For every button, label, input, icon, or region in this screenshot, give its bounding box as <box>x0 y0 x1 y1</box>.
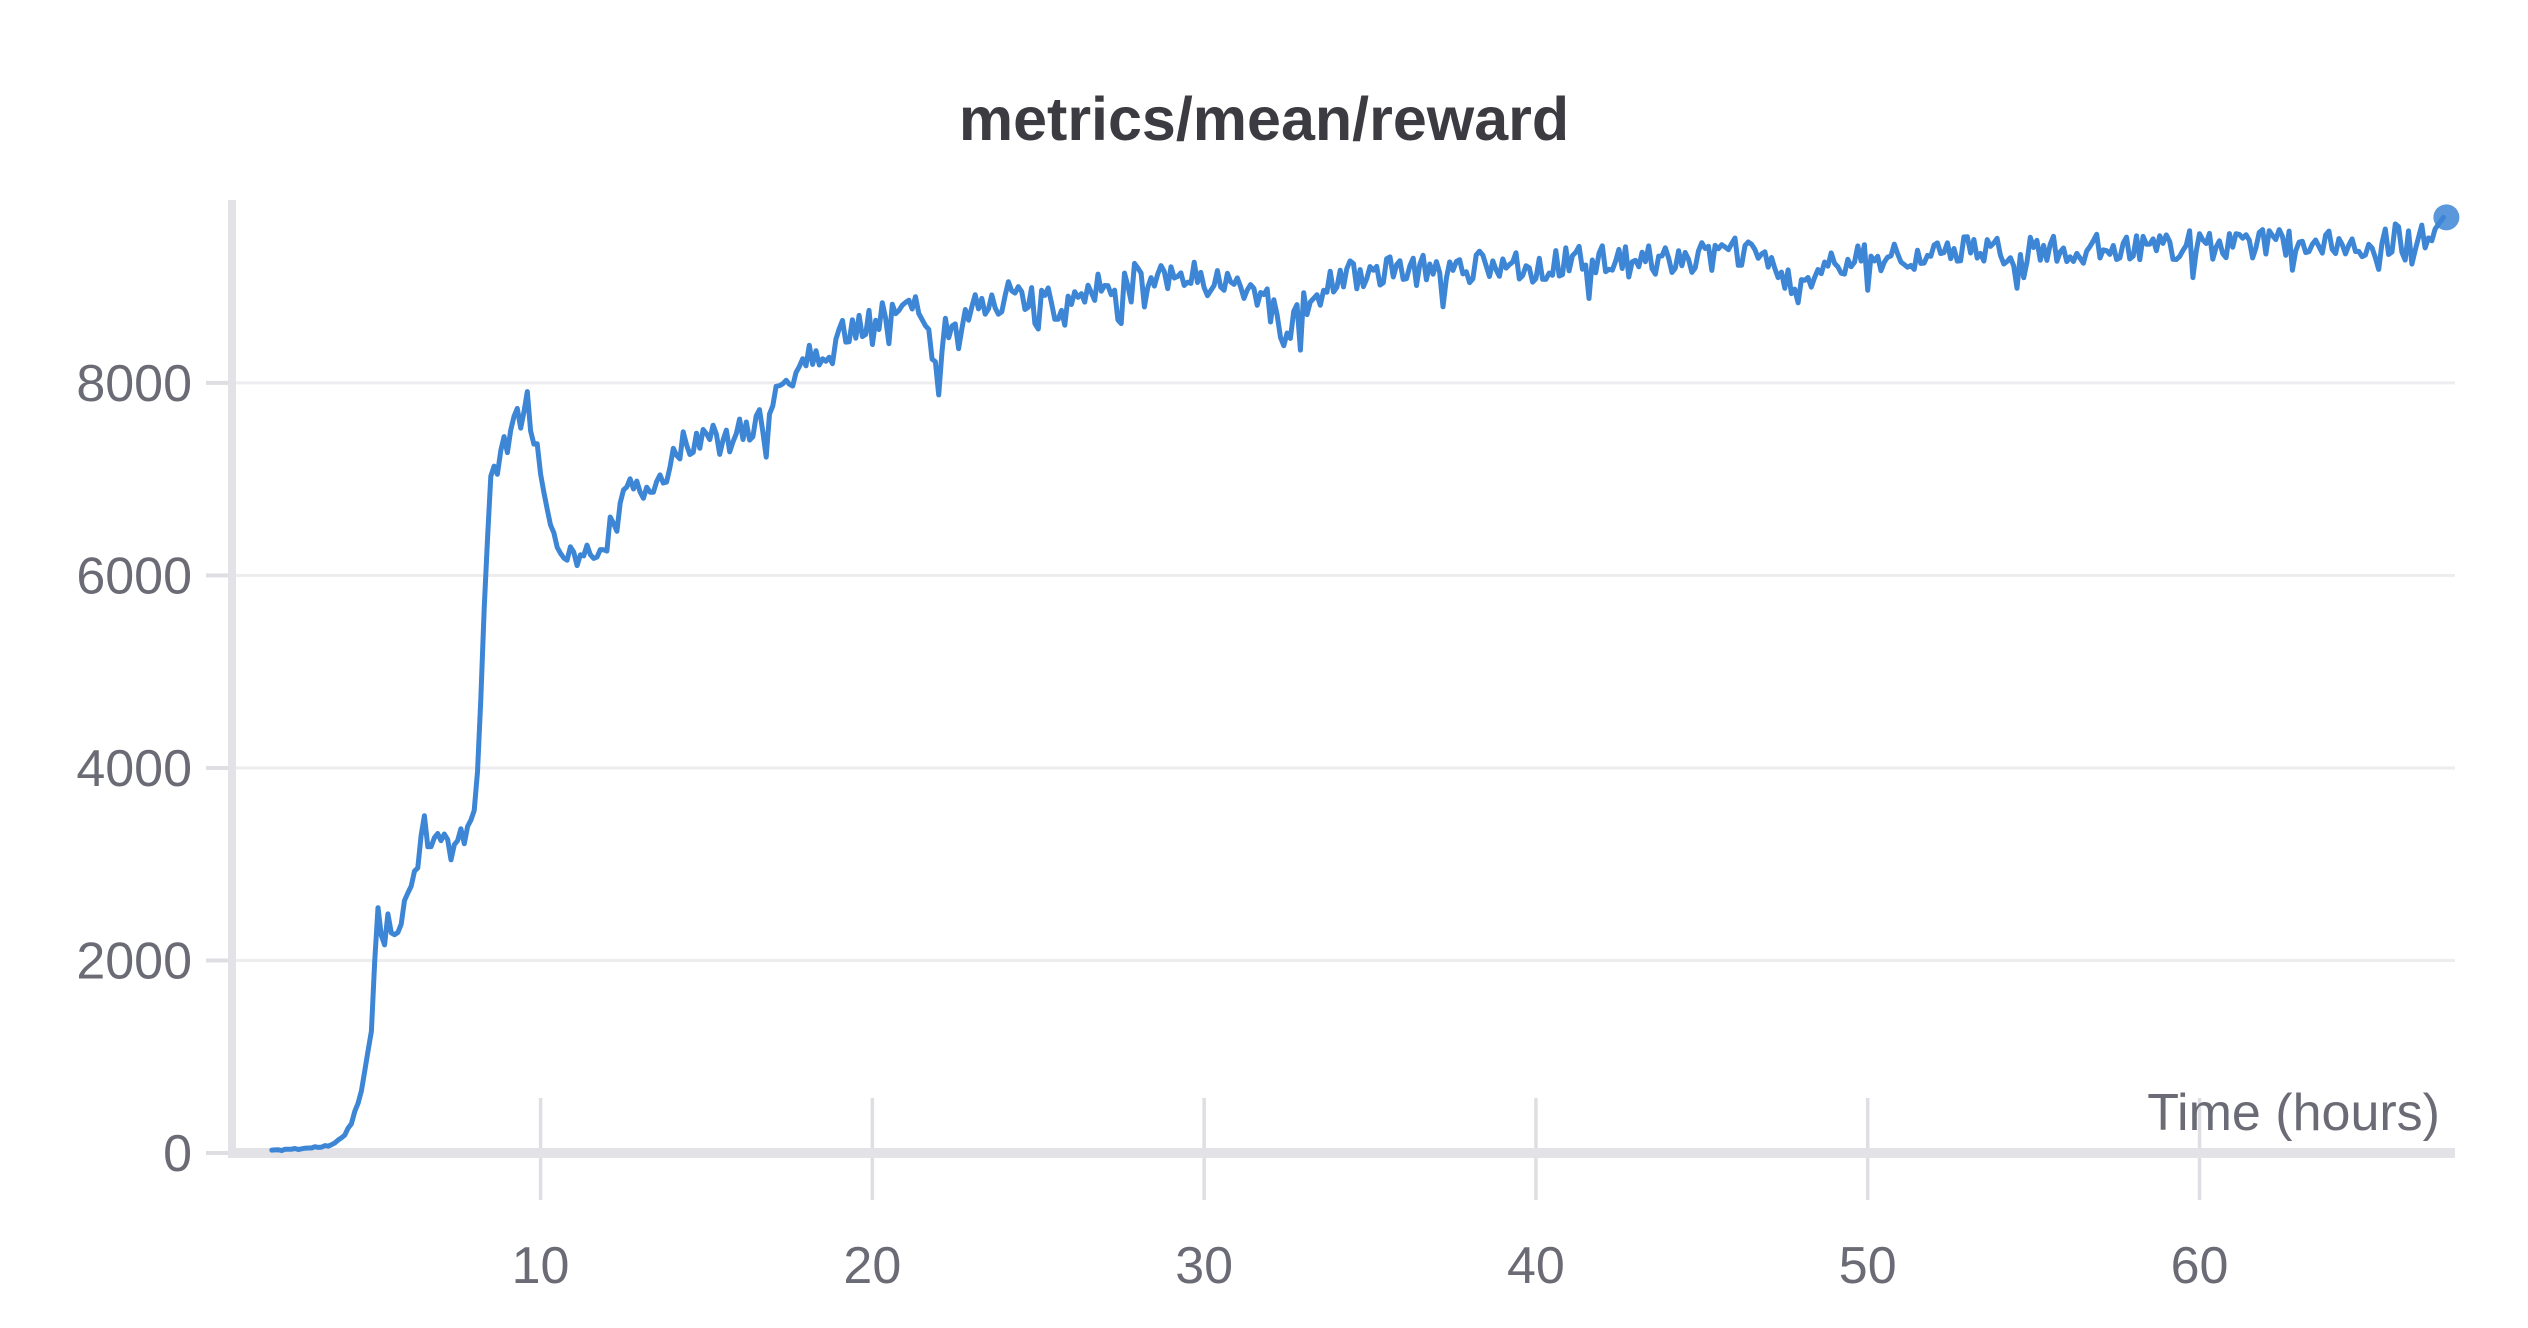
y-tick-8000 <box>206 380 228 385</box>
y-tick-label-0: 0 <box>163 1125 192 1183</box>
y-tick-label-4000: 4000 <box>76 740 192 798</box>
gridlines <box>236 381 2455 962</box>
h-gridline-6000 <box>236 573 2455 577</box>
tick-labels: 0 2000 4000 6000 8000 10 20 30 40 50 60 <box>76 355 2228 1295</box>
reward-series-line <box>269 214 2446 1154</box>
x-tick-label-40: 40 <box>1507 1237 1565 1295</box>
y-tick-0 <box>206 1151 228 1155</box>
x-tick-label-50: 50 <box>1839 1237 1897 1295</box>
h-gridline-8000 <box>236 381 2455 385</box>
x-tick-label-10: 10 <box>512 1237 570 1295</box>
y-tick-label-2000: 2000 <box>76 932 192 990</box>
data-series <box>269 204 2460 1154</box>
chart-title: metrics/mean/reward <box>959 85 1569 153</box>
h-gridline-4000 <box>236 766 2455 770</box>
x-axis-title: Time (hours) <box>2147 1084 2440 1142</box>
y-tick-6000 <box>206 573 228 578</box>
x-axis-line <box>228 1148 2455 1158</box>
series-endpoint-marker <box>2433 204 2460 231</box>
h-gridline-2000 <box>236 958 2455 962</box>
y-tick-label-8000: 8000 <box>76 355 192 413</box>
axes <box>228 200 2455 1158</box>
y-axis-line <box>228 200 236 1158</box>
y-tick-4000 <box>206 765 228 770</box>
x-tick-label-60: 60 <box>2171 1237 2229 1295</box>
x-tick-label-20: 20 <box>843 1237 901 1295</box>
x-tick-label-30: 30 <box>1175 1237 1233 1295</box>
axis-ticks <box>206 380 2202 1200</box>
y-tick-label-6000: 6000 <box>76 547 192 605</box>
y-tick-2000 <box>206 958 228 963</box>
